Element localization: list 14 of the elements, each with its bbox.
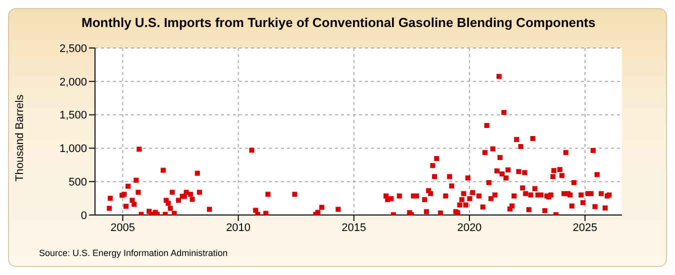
x-tick-label: 2010: [226, 222, 251, 234]
y-axis-title: Thousand Barrels: [14, 94, 26, 182]
chart-title: Monthly U.S. Imports from Turkiye of Conventional Gasoline Blending Components: [80, 15, 596, 30]
y-tick-label: 500: [68, 176, 87, 189]
y-tick-label: 0: [80, 210, 87, 222]
y-tick-label: 1,500: [59, 110, 87, 122]
y-tick-label: 2,000: [59, 76, 87, 88]
x-tick-label: 2025: [572, 222, 598, 234]
x-tick-label: 2015: [342, 222, 366, 234]
x-tick-label: 2020: [457, 222, 482, 234]
x-tick-label: 2005: [110, 222, 135, 234]
y-tick-label: 1,000: [59, 143, 87, 156]
y-tick-label: 2,500: [59, 42, 87, 55]
source-note: Source: U.S. Energy Information Administration: [39, 248, 228, 258]
